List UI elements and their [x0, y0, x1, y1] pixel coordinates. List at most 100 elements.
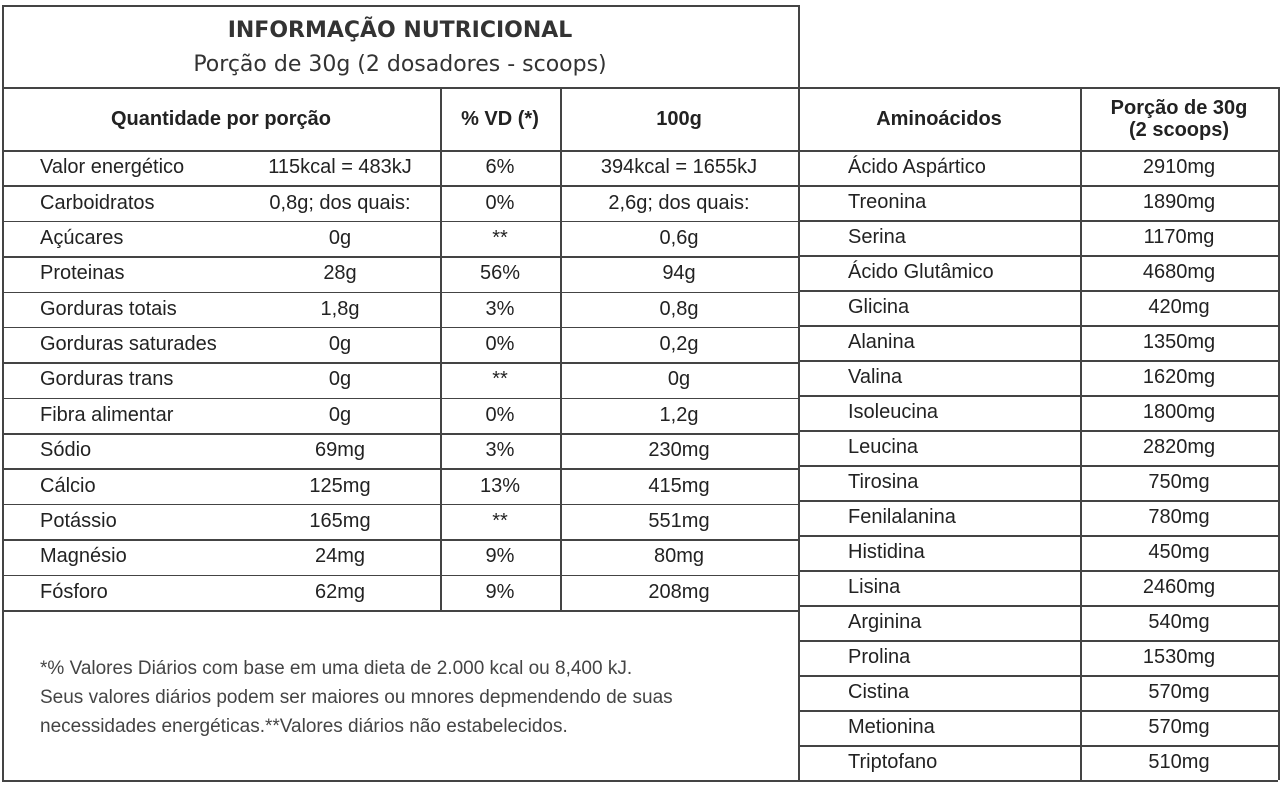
- rule: [2, 87, 1278, 89]
- daily-value: 0%: [485, 191, 515, 214]
- rule: [440, 87, 442, 610]
- per-100g: 94g: [662, 262, 696, 285]
- nutrient-name: Gorduras trans: [40, 368, 174, 391]
- nutrient-amount: 24mg: [314, 545, 366, 568]
- footnote: necessidades energéticas.**Valores diári…: [40, 716, 568, 737]
- nutrient-amount: 0g: [328, 333, 352, 356]
- amino-amount: 1620mg: [1142, 366, 1216, 388]
- per-100g: 0,2g: [659, 333, 699, 356]
- rule: [2, 220, 798, 223]
- daily-value: 6%: [485, 156, 515, 179]
- amino-amount: 2910mg: [1142, 156, 1216, 178]
- daily-value: **: [492, 368, 508, 391]
- amino-amount: 570mg: [1148, 716, 1210, 738]
- daily-value: 3%: [485, 297, 515, 320]
- rule: [2, 256, 798, 258]
- nutrient-amount: 115kcal = 483kJ: [268, 156, 412, 179]
- amino-name: Histidina: [848, 541, 925, 563]
- amino-amount: 2820mg: [1142, 436, 1216, 458]
- amino-name: Metionina: [848, 716, 935, 738]
- rule: [798, 640, 1278, 642]
- nutrient-name: Carboidratos: [40, 191, 155, 214]
- column-header: Aminoácidos: [876, 107, 1002, 130]
- amino-amount: 510mg: [1148, 751, 1210, 773]
- nutrient-amount: 1,8g: [320, 297, 360, 320]
- rule: [798, 465, 1278, 467]
- footnote: Seus valores diários podem ser maiores o…: [40, 687, 673, 708]
- nutrient-name: Proteinas: [40, 262, 125, 285]
- amino-amount: 1890mg: [1142, 191, 1216, 213]
- nutrient-name: Valor energético: [40, 156, 185, 179]
- rule: [798, 500, 1278, 502]
- rule: [2, 468, 798, 470]
- amino-name: Alanina: [848, 331, 915, 353]
- rule: [2, 503, 798, 506]
- rule: [798, 185, 1278, 187]
- rule: [798, 220, 1278, 222]
- nutrient-amount: 0g: [328, 403, 352, 426]
- rule: [2, 291, 798, 294]
- rule: [798, 605, 1278, 607]
- nutrient-name: Gorduras saturades: [40, 333, 217, 356]
- amino-name: Lisina: [848, 576, 901, 598]
- daily-value: 56%: [479, 262, 521, 285]
- column-header: Quantidade por porção: [110, 107, 332, 130]
- per-100g: 551mg: [648, 510, 710, 533]
- amino-name: Ácido Aspártico: [848, 156, 986, 178]
- rule: [798, 675, 1278, 677]
- nutrient-name: Gorduras totais: [40, 297, 177, 320]
- rule: [798, 570, 1278, 572]
- rule: [560, 87, 562, 610]
- rule: [2, 610, 798, 612]
- rule: [2, 574, 798, 577]
- amino-amount: 1170mg: [1143, 226, 1215, 248]
- amino-amount: 4680mg: [1142, 261, 1216, 283]
- amino-name: Fenilalanina: [848, 506, 956, 528]
- per-100g: 0g: [667, 368, 691, 391]
- rule: [1278, 87, 1280, 780]
- rule: [2, 433, 798, 435]
- footnote: *% Valores Diários com base em uma dieta…: [40, 658, 633, 679]
- amino-name: Prolina: [848, 646, 911, 668]
- rule: [798, 430, 1278, 432]
- amino-name: Triptofano: [848, 751, 938, 773]
- amino-amount: 780mg: [1148, 506, 1210, 528]
- amino-amount: 1800mg: [1142, 401, 1216, 423]
- column-header: Porção de 30g (2 scoops): [1080, 87, 1278, 150]
- daily-value: 9%: [485, 545, 515, 568]
- amino-amount: 420mg: [1148, 296, 1210, 318]
- amino-name: Tirosina: [848, 471, 919, 493]
- rule: [798, 535, 1278, 537]
- per-100g: 0,6g: [659, 226, 699, 249]
- rule: [798, 5, 800, 780]
- title: INFORMAÇÃO NUTRICIONAL: [227, 17, 573, 43]
- nutrient-amount: 0,8g; dos quais:: [269, 191, 411, 214]
- rule: [2, 539, 798, 541]
- amino-name: Serina: [848, 226, 906, 248]
- rule: [2, 5, 798, 7]
- rule: [2, 780, 1278, 782]
- daily-value: 0%: [485, 403, 515, 426]
- amino-amount: 570mg: [1148, 681, 1210, 703]
- nutrient-amount: 0g: [328, 368, 352, 391]
- amino-name: Valina: [848, 366, 903, 388]
- rule: [798, 325, 1278, 327]
- amino-name: Ácido Glutâmico: [848, 261, 994, 283]
- nutrient-amount: 28g: [323, 262, 357, 285]
- rule: [798, 710, 1278, 712]
- daily-value: 9%: [485, 580, 515, 603]
- rule: [2, 397, 798, 400]
- rule: [798, 395, 1278, 397]
- daily-value: **: [492, 510, 508, 533]
- per-100g: 208mg: [648, 580, 710, 603]
- header-line: (2 scoops): [1128, 118, 1230, 141]
- per-100g: 0,8g: [659, 297, 699, 320]
- amino-name: Cistina: [848, 681, 910, 703]
- per-100g: 1,2g: [659, 403, 699, 426]
- column-header: % VD (*): [461, 107, 539, 130]
- column-header: 100g: [656, 107, 702, 130]
- nutrient-amount: 0g: [328, 226, 352, 249]
- rule: [2, 326, 798, 329]
- amino-amount: 1530mg: [1142, 646, 1216, 668]
